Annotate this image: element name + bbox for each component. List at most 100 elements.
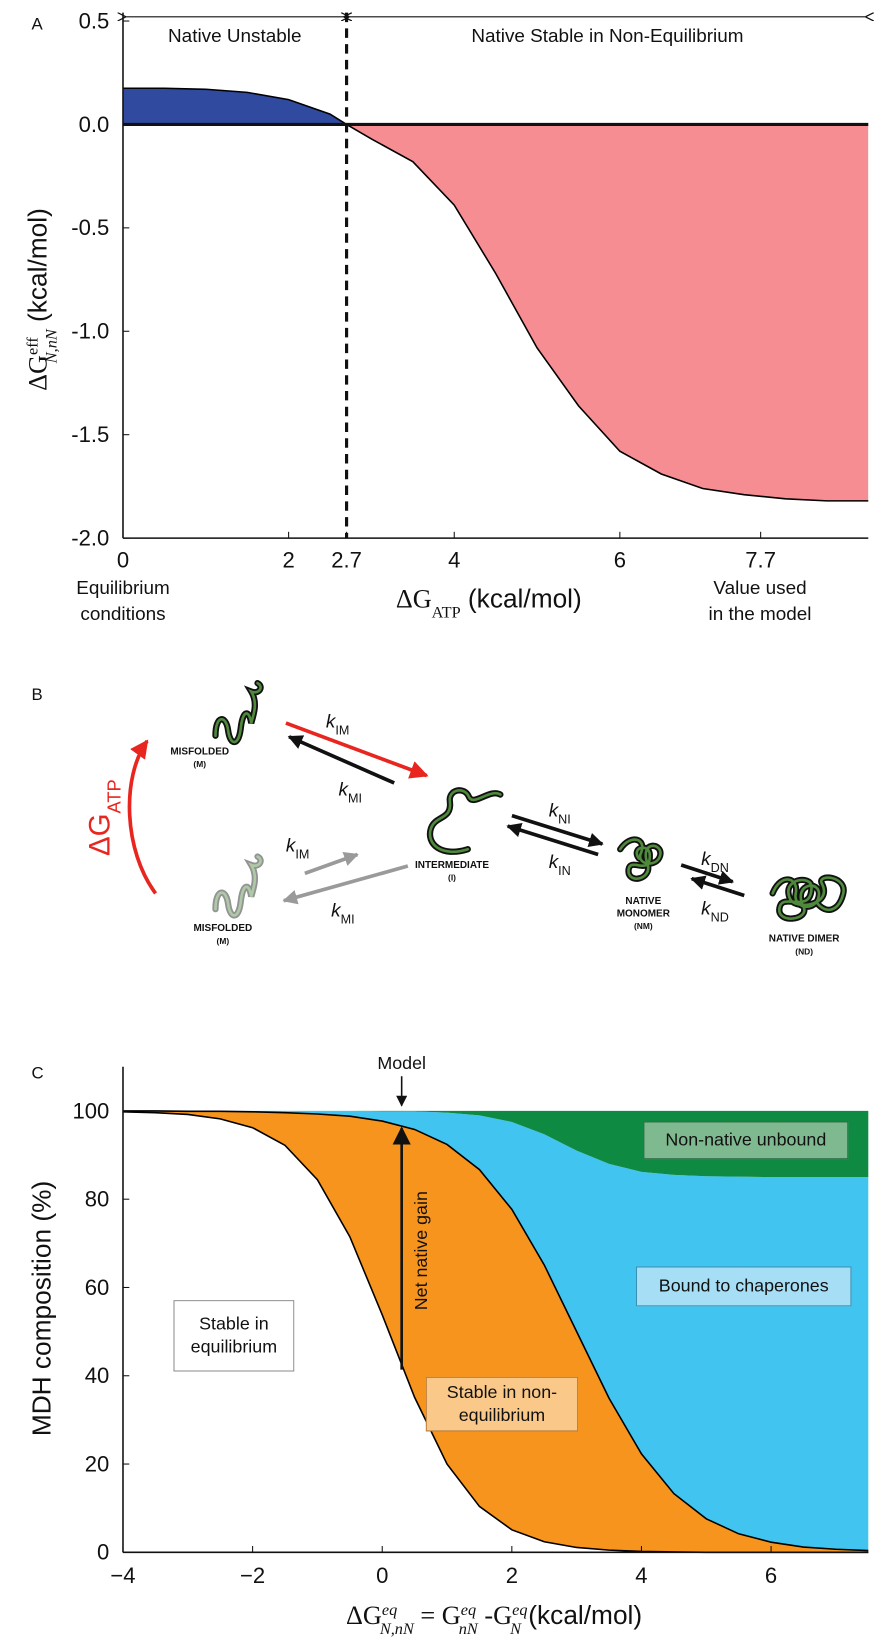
- reaction-arrows: [127, 721, 745, 905]
- arrow: [287, 735, 395, 785]
- rate-label: kIM: [286, 835, 309, 861]
- arrow: [506, 823, 599, 857]
- text-part: MDH composition (%): [26, 1181, 56, 1436]
- arrow: [680, 863, 735, 885]
- arrow: [285, 721, 429, 779]
- series-label-box: Stable in non-equilibrium: [425, 1376, 579, 1432]
- text-part: ATP: [103, 779, 124, 813]
- area-positive: [122, 88, 869, 125]
- driver-label: ΔGATP: [83, 779, 124, 856]
- x-tick-label: 4: [448, 548, 460, 573]
- text-part: N: [509, 1618, 522, 1637]
- stack-edge: [122, 1110, 869, 1552]
- region-label: Native Stable in Non-Equilibrium: [471, 26, 743, 47]
- text-part: eff: [22, 337, 41, 355]
- node-label: (I): [448, 873, 456, 883]
- x-tick-label: 0: [376, 1563, 388, 1588]
- rate-sub: MI: [348, 792, 362, 806]
- rate-sub: IN: [558, 864, 571, 878]
- series-label: Bound to chaperones: [635, 1266, 852, 1307]
- intermediate-icon: [426, 787, 504, 855]
- series-label-box: Bound to chaperones: [635, 1266, 852, 1307]
- node-label: MISFOLDED: [170, 747, 229, 758]
- x-axis-label: ΔGATP (kcal/mol): [396, 583, 582, 620]
- misfolded-ghost-icon: [212, 853, 264, 919]
- rate-label: kIM: [326, 711, 349, 737]
- rate-sub: MI: [341, 912, 355, 926]
- stack-area: [122, 1110, 869, 1553]
- rate-label: kNI: [549, 801, 571, 827]
- rate-label: kIN: [549, 852, 571, 878]
- x-note: in the model: [709, 604, 812, 625]
- rate-sub: IM: [295, 847, 309, 861]
- text-part: -G: [478, 1601, 512, 1630]
- x-note: conditions: [80, 604, 165, 625]
- node-label: (ND): [795, 946, 813, 956]
- y-tick-label: 0: [97, 1540, 109, 1565]
- y-tick-label: -1.0: [71, 319, 109, 344]
- text-part: = G: [414, 1601, 461, 1630]
- y-tick-label: 60: [85, 1275, 110, 1300]
- rate-label: kMI: [338, 780, 361, 806]
- rate-sub: IM: [335, 723, 349, 737]
- x-tick-label: −2: [240, 1563, 265, 1588]
- text-part: ΔG: [346, 1601, 382, 1630]
- y-tick-label: -0.5: [71, 215, 109, 240]
- text-part: (kcal/mol): [521, 1600, 642, 1630]
- rate-k: k: [331, 900, 342, 921]
- y-tick-label: -2.0: [71, 525, 109, 550]
- dimer-icon: [769, 874, 847, 922]
- text-part: ATP: [432, 602, 461, 621]
- rate-label: kDN: [701, 849, 729, 875]
- node-label: NATIVE: [625, 896, 661, 907]
- series-label-box: Non-native unbound: [643, 1121, 849, 1160]
- y-tick-label: 0.5: [79, 8, 110, 33]
- rate-sub: NI: [558, 813, 571, 827]
- x-tick-label: 4: [635, 1563, 647, 1588]
- x-tick-label: 6: [765, 1563, 777, 1588]
- y-tick-label: 80: [85, 1187, 110, 1212]
- model-label: Model: [377, 1053, 426, 1073]
- arrow: [304, 852, 359, 876]
- series-label: Stable in equilibrium: [173, 1300, 295, 1372]
- atp-arrow: [127, 739, 158, 895]
- arrow: [690, 875, 745, 898]
- y-tick-label: 20: [85, 1451, 110, 1476]
- y-tick-label: -1.5: [71, 422, 109, 447]
- text-part: ΔG: [83, 813, 116, 856]
- region-label: Native Unstable: [168, 26, 301, 47]
- text-part: ΔG: [396, 584, 432, 613]
- node-label: MONOMER: [617, 908, 670, 919]
- arrow: [282, 864, 409, 905]
- x-tick-label: 2: [506, 1563, 518, 1588]
- text-part: N,nN: [41, 328, 60, 364]
- panel-label: C: [32, 1063, 44, 1082]
- x-tick-label: 6: [614, 548, 626, 573]
- x-note: Value used: [713, 578, 806, 599]
- node-label: MISFOLDED: [194, 923, 253, 934]
- rate-sub: ND: [711, 910, 729, 924]
- x-tick-label: 0: [117, 548, 129, 573]
- rate-k: k: [549, 801, 560, 822]
- panel-label: B: [32, 685, 43, 704]
- rate-k: k: [549, 852, 560, 873]
- series-label-box: Stable in equilibrium: [173, 1300, 295, 1372]
- rate-k: k: [326, 711, 337, 732]
- node-label: (M): [193, 759, 206, 769]
- rate-label: kMI: [331, 900, 354, 926]
- monomer-icon: [617, 836, 664, 882]
- rate-label: kND: [701, 898, 729, 924]
- figure-body: A 0.5 0.0 -0.5 -1.0 -1.5 -2.0 0 2 2.7 4 6 7.7 Native …: [22, 8, 869, 1637]
- x-tick-label: −4: [110, 1563, 135, 1588]
- misfolded-icon: [212, 679, 264, 746]
- node-label: (NM): [634, 921, 653, 931]
- area-negative: [346, 124, 869, 501]
- text-part: (kcal/mol): [461, 583, 582, 613]
- protein-icons: [212, 679, 847, 922]
- rate-k: k: [701, 849, 712, 870]
- x-tick-label: 2: [282, 548, 294, 573]
- series-label: Stable in non-equilibrium: [425, 1376, 579, 1432]
- x-axis-label: ΔGeq N,nN = Geq nN -Geq N (kcal/mol): [346, 1599, 642, 1637]
- rate-k: k: [286, 835, 297, 856]
